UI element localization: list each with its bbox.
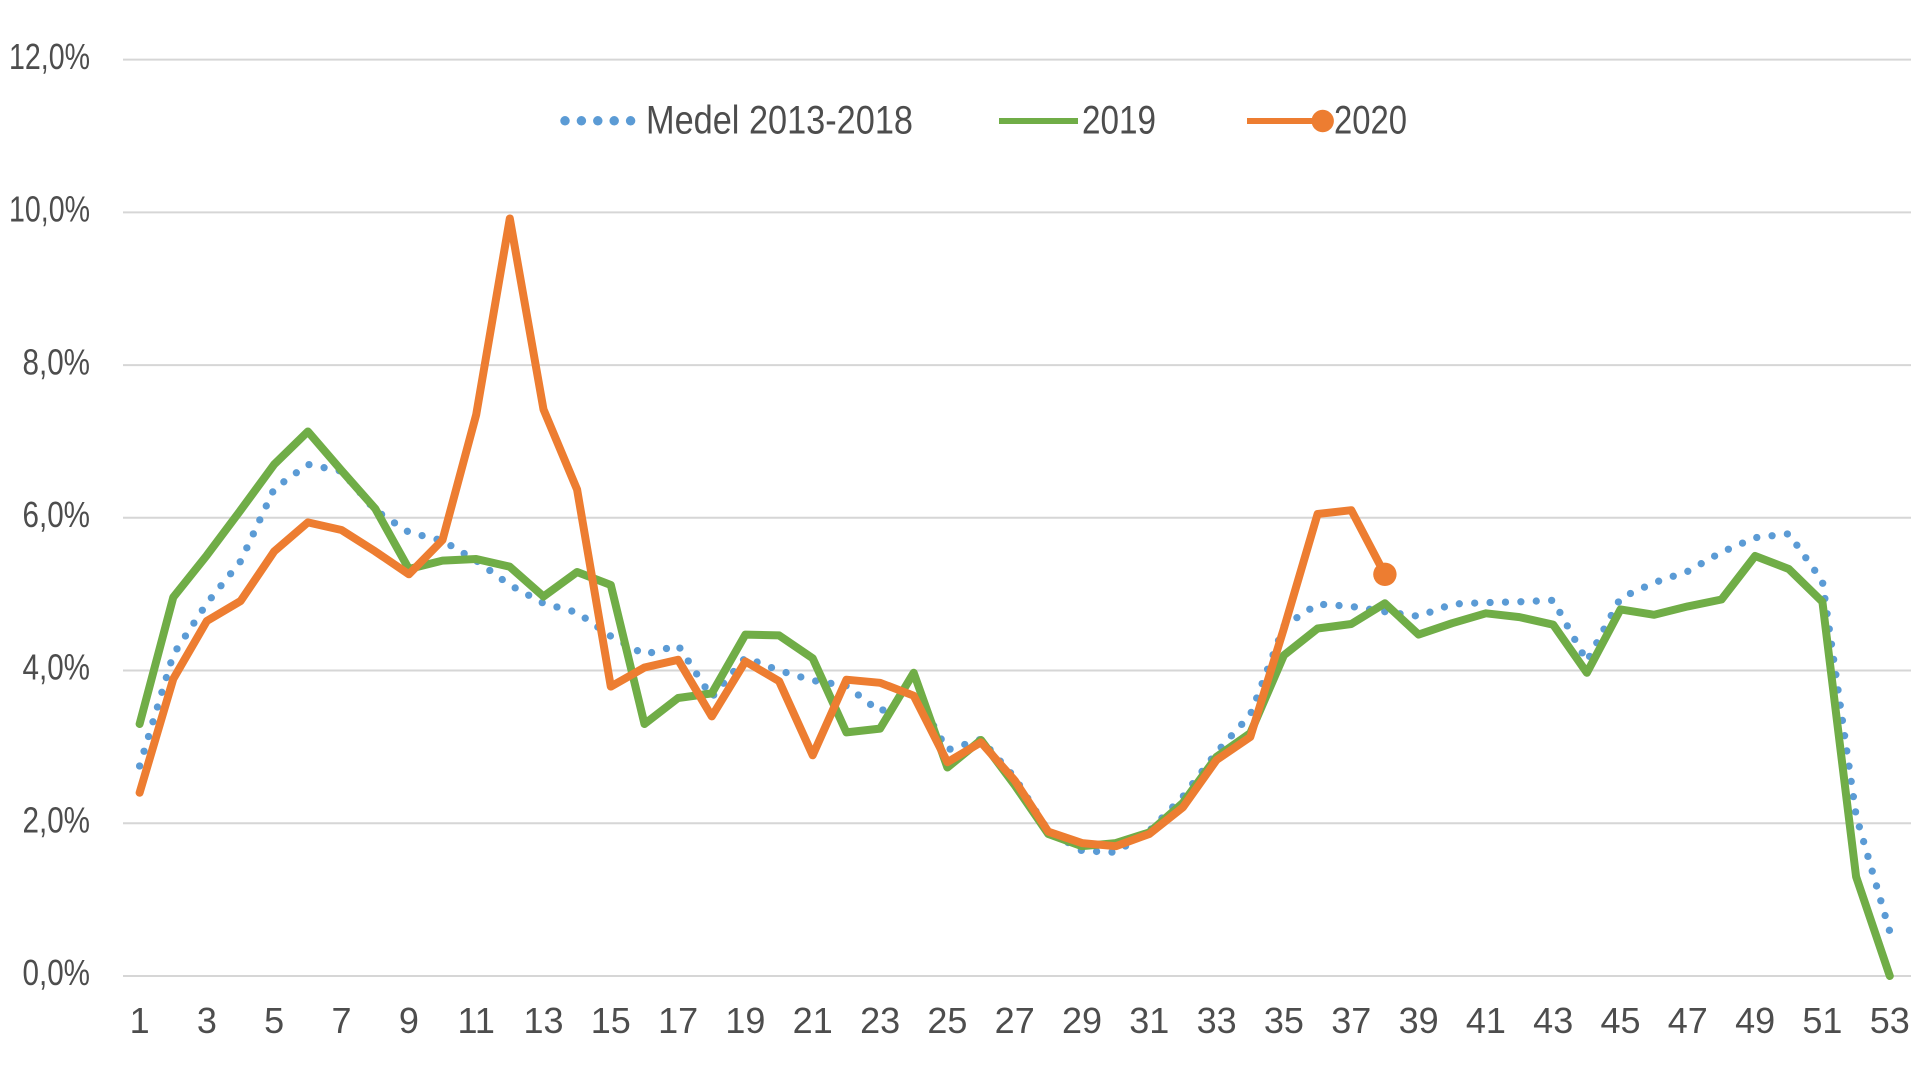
svg-text:49: 49 (1735, 1000, 1775, 1041)
svg-text:2,0%: 2,0% (23, 800, 91, 841)
svg-text:37: 37 (1331, 1000, 1371, 1041)
svg-text:0,0%: 0,0% (23, 952, 91, 993)
svg-text:25: 25 (927, 1000, 967, 1041)
svg-text:6,0%: 6,0% (23, 494, 91, 535)
svg-text:5: 5 (264, 1000, 284, 1041)
svg-text:53: 53 (1870, 1000, 1910, 1041)
svg-text:47: 47 (1668, 1000, 1708, 1041)
svg-text:7: 7 (331, 1000, 351, 1041)
svg-text:9: 9 (399, 1000, 419, 1041)
svg-text:29: 29 (1062, 1000, 1102, 1041)
svg-text:2020: 2020 (1334, 99, 1407, 143)
svg-text:2019: 2019 (1082, 99, 1156, 143)
svg-text:31: 31 (1129, 1000, 1169, 1041)
svg-text:1: 1 (130, 1000, 150, 1041)
svg-text:3: 3 (197, 1000, 217, 1041)
svg-text:17: 17 (658, 1000, 698, 1041)
svg-text:Medel 2013-2018: Medel 2013-2018 (646, 99, 913, 143)
svg-text:33: 33 (1197, 1000, 1237, 1041)
svg-text:21: 21 (793, 1000, 833, 1041)
svg-text:8,0%: 8,0% (23, 341, 91, 382)
svg-text:12,0%: 12,0% (9, 36, 90, 77)
svg-text:45: 45 (1600, 1000, 1640, 1041)
svg-text:27: 27 (995, 1000, 1035, 1041)
svg-text:10,0%: 10,0% (9, 189, 90, 230)
svg-text:15: 15 (591, 1000, 631, 1041)
svg-text:13: 13 (523, 1000, 563, 1041)
svg-text:43: 43 (1533, 1000, 1573, 1041)
svg-text:51: 51 (1802, 1000, 1842, 1041)
svg-text:35: 35 (1264, 1000, 1304, 1041)
svg-text:23: 23 (860, 1000, 900, 1041)
svg-text:11: 11 (458, 1000, 495, 1041)
svg-text:39: 39 (1399, 1000, 1439, 1041)
svg-text:41: 41 (1466, 1000, 1506, 1041)
svg-text:4,0%: 4,0% (23, 647, 91, 688)
svg-text:19: 19 (725, 1000, 765, 1041)
